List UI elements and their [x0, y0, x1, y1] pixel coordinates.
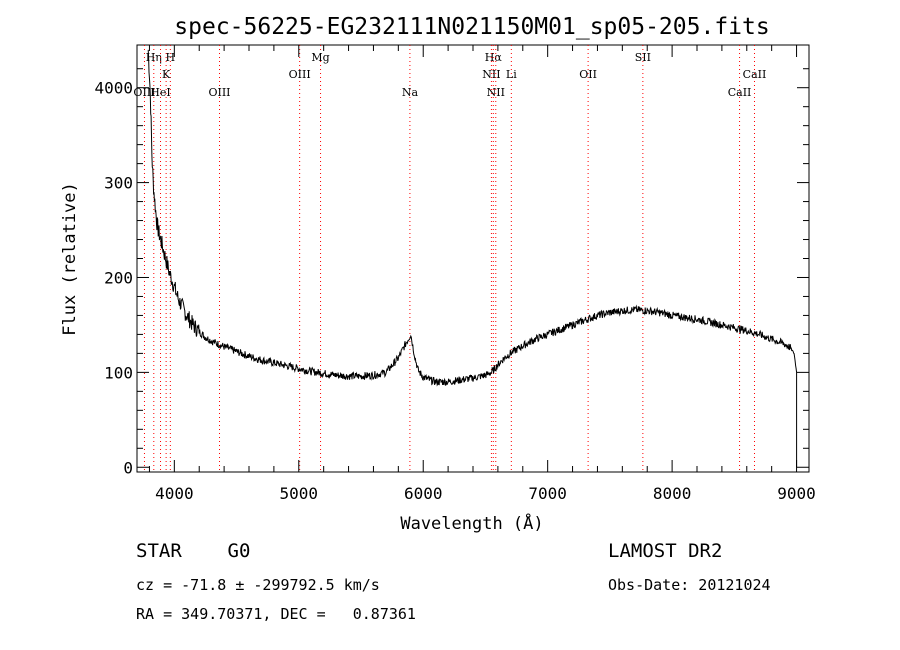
- y-axis-label: Flux (relative): [60, 182, 80, 336]
- line-label-13: OII: [579, 68, 597, 81]
- y-tick-label-1: 100: [104, 363, 133, 382]
- y-tick-label-4: 4000: [94, 79, 133, 98]
- line-label-1: H: [166, 51, 176, 64]
- line-label-10: NII: [482, 68, 500, 81]
- x-tick-label-2: 6000: [404, 484, 443, 503]
- x-tick-label-1: 5000: [280, 484, 319, 503]
- x-tick-label-0: 4000: [155, 484, 194, 503]
- y-tick-label-0: 0: [123, 458, 133, 477]
- redshift-text: cz = -71.8 ± -299792.5 km/s: [136, 576, 380, 594]
- line-label-12: NII: [487, 86, 505, 99]
- object-class: STAR G0: [136, 540, 251, 562]
- line-label-9: Hα: [485, 51, 503, 64]
- coordinates: RA = 349.70371, DEC = 0.87361: [136, 605, 416, 623]
- survey-name: LAMOST DR2: [608, 540, 723, 562]
- line-label-6: Mg: [311, 51, 329, 64]
- spectrum-line-0: [147, 49, 798, 468]
- line-label-2: K: [162, 68, 171, 81]
- line-label-4: HeI: [150, 86, 170, 99]
- y-tick-label-3: 300: [104, 174, 133, 193]
- obs-date: Obs-Date: 20121024: [608, 576, 771, 594]
- x-tick-label-4: 8000: [653, 484, 692, 503]
- line-label-5: OIII: [208, 86, 230, 99]
- spectrum-series: [147, 49, 798, 468]
- line-label-16: CaII: [728, 86, 752, 99]
- plot-frame: [136, 44, 810, 473]
- plot-border: [136, 44, 810, 473]
- line-label-14: SII: [635, 51, 651, 64]
- x-tick-label-5: 9000: [777, 484, 816, 503]
- y-tick-label-2: 200: [104, 268, 133, 287]
- line-label-8: Na: [402, 86, 419, 99]
- line-label-11: Li: [506, 68, 517, 81]
- x-tick-label-3: 7000: [528, 484, 567, 503]
- line-label-0: Hη: [146, 51, 162, 64]
- x-axis-label: Wavelength (Å): [400, 512, 543, 534]
- line-label-7: OIII: [289, 68, 311, 81]
- line-label-15: CaII: [743, 68, 767, 81]
- chart-title: spec-56225-EG232111N021150M01_sp05-205.f…: [174, 14, 769, 40]
- axis-ticks: 4000 5000 6000 7000 8000 9000 0 100 200 300 4000: [94, 45, 816, 503]
